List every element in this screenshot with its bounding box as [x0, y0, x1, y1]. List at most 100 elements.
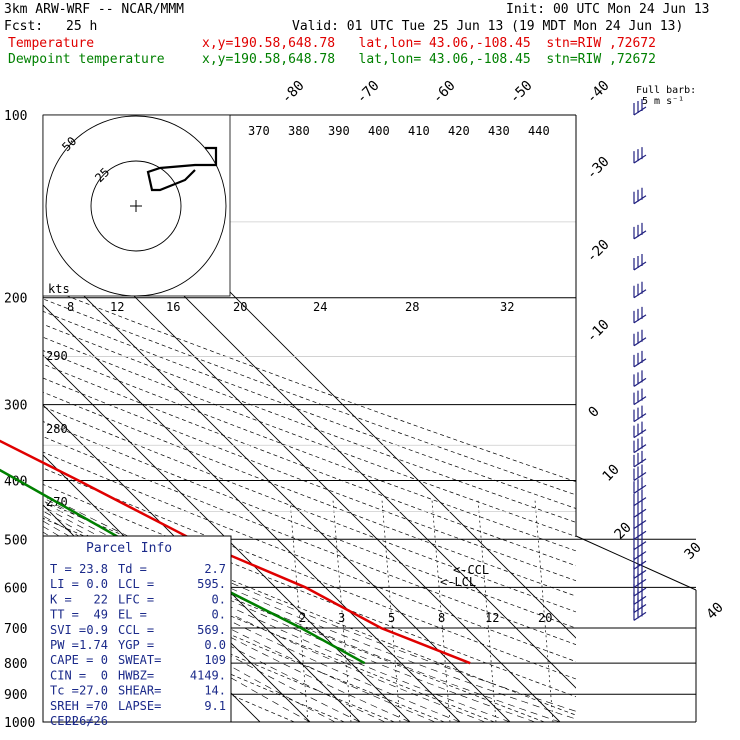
parcel-param-value: 49 [94, 608, 108, 622]
wind-barb [633, 489, 647, 507]
moist-adiabat [43, 493, 576, 712]
isotherm-label-right: -20 [584, 237, 613, 266]
parcel-param-value: 0 [101, 653, 108, 667]
pressure-tick-label: 700 [4, 622, 27, 637]
hodograph-ring-50 [45, 115, 227, 297]
isotherm-label-top: -80 [279, 78, 308, 107]
wind-barb [633, 405, 647, 423]
isotherm-label-right: 30 [682, 540, 705, 563]
parcel-param-value: 595. [197, 577, 226, 591]
dry-adiabat [43, 363, 576, 567]
wind-barb [633, 553, 647, 570]
wind-barb [633, 187, 647, 205]
parcel-param-label: CELL = [50, 714, 93, 728]
wind-barb [633, 512, 647, 530]
parcel-param-value: 226/26 [65, 714, 108, 728]
pressure-tick-label: 400 [4, 474, 27, 489]
parcel-param-label: Tc = [50, 684, 79, 698]
mixing-ratio-label: 12 [485, 611, 499, 625]
forecast-hour: 25 h [66, 19, 98, 34]
parcel-param-label: SREH = [50, 699, 93, 713]
parcel-param-value: 2.7 [204, 562, 226, 576]
isotherm-line [43, 354, 411, 722]
wind-barb [633, 523, 647, 540]
theta-e-label: 430 [488, 124, 510, 138]
parcel-param-label: PW = [50, 638, 79, 652]
isotherm-label-right: 40 [704, 600, 727, 623]
wind-barb [633, 571, 647, 588]
parcel-info-box [42, 535, 232, 723]
theta-e-label: 380 [288, 124, 310, 138]
pressure-tick-label: 800 [4, 657, 27, 672]
mixing-ratio-line [534, 499, 554, 722]
speed-scale-label: 12 [110, 300, 124, 314]
barb-legend-label: Full barb: [636, 85, 696, 96]
parcel-param-label: SVI = [50, 623, 86, 637]
parcel-param-value: 70 [94, 699, 108, 713]
pressure-tick-label: 1000 [4, 716, 35, 731]
wind-barb [633, 370, 647, 387]
mixing-ratio-line [381, 499, 401, 722]
parcel-param-value: 109 [204, 653, 226, 667]
parcel-param-label: EL = [118, 608, 147, 622]
parcel-info-title: Parcel Info [86, 541, 172, 556]
mixing-ratio-label: 2 [299, 611, 306, 625]
dry-adiabat [43, 500, 576, 716]
wind-barb [633, 501, 647, 518]
hodograph-trace [146, 146, 218, 192]
hodograph-ring-25 [90, 160, 182, 252]
wind-barb [633, 562, 647, 579]
parcel-param-value: 0. [212, 592, 226, 606]
isotherm-label-right: -10 [584, 317, 613, 346]
isotherm-label-right: -30 [584, 154, 613, 183]
isotherm-line [43, 404, 361, 722]
wind-barb [633, 306, 647, 324]
barb-legend-unit: 5 m s⁻¹ [642, 96, 684, 107]
parcel-param-value: 14. [204, 684, 226, 698]
speed-scale-label: 28 [405, 300, 419, 314]
pressure-tick-label: 600 [4, 581, 27, 596]
moist-adiabat [43, 501, 561, 722]
parcel-param-value: 23.8 [79, 562, 108, 576]
dry-adiabat [43, 572, 395, 722]
right-axis-slant [575, 535, 697, 591]
mixing-ratio-line [431, 499, 451, 722]
wind-barb [633, 388, 647, 406]
isotherm-label-top: -70 [354, 78, 383, 107]
pressure-tick-label: 300 [4, 399, 27, 414]
init-time: Init: 00 UTC Mon 24 Jun 13 [506, 2, 710, 17]
mixing-ratio-line [332, 499, 352, 722]
parcel-param-label: K = [50, 592, 72, 606]
mixing-ratio-line [477, 499, 497, 722]
pressure-tick-label: 200 [4, 292, 27, 307]
isotherm-line [43, 304, 461, 722]
speed-scale-label: 20 [233, 300, 247, 314]
wind-barb [633, 147, 647, 164]
mixing-ratio-label: 5 [388, 611, 395, 625]
parcel-param-label: SWEAT= [118, 653, 161, 667]
wind-barb [633, 99, 647, 116]
parcel-param-value: 22 [94, 592, 108, 606]
speed-scale-label: 24 [313, 300, 327, 314]
wind-barb [633, 329, 647, 347]
parcel-param-label: CAPE = [50, 653, 93, 667]
wind-barb [633, 253, 647, 271]
temperature-profile-line [0, 439, 471, 665]
pressure-tick-label: 500 [4, 533, 27, 548]
theta-e-label: 390 [328, 124, 350, 138]
theta-e-label: 440 [528, 124, 550, 138]
mixing-ratio-label: 20 [538, 611, 552, 625]
wind-barb [633, 450, 647, 468]
parcel-param-value: 0.0 [86, 577, 108, 591]
wind-barb [633, 350, 647, 368]
temperature-station-info: x,y=190.58,648.78 lat,lon= 43.06,-108.45… [202, 36, 656, 51]
wind-barb [633, 281, 647, 299]
wind-barb [633, 543, 647, 561]
dry-adiabat-label: 290 [46, 349, 68, 363]
parcel-param-value: 569. [197, 623, 226, 637]
parcel-param-value: 1.74 [79, 638, 108, 652]
valid-time: Valid: 01 UTC Tue 25 Jun 13 (19 MDT Mon … [292, 19, 684, 34]
parcel-param-value: 0.0 [204, 638, 226, 652]
wind-barb [633, 464, 647, 481]
temperature-legend: Temperature [8, 36, 95, 51]
